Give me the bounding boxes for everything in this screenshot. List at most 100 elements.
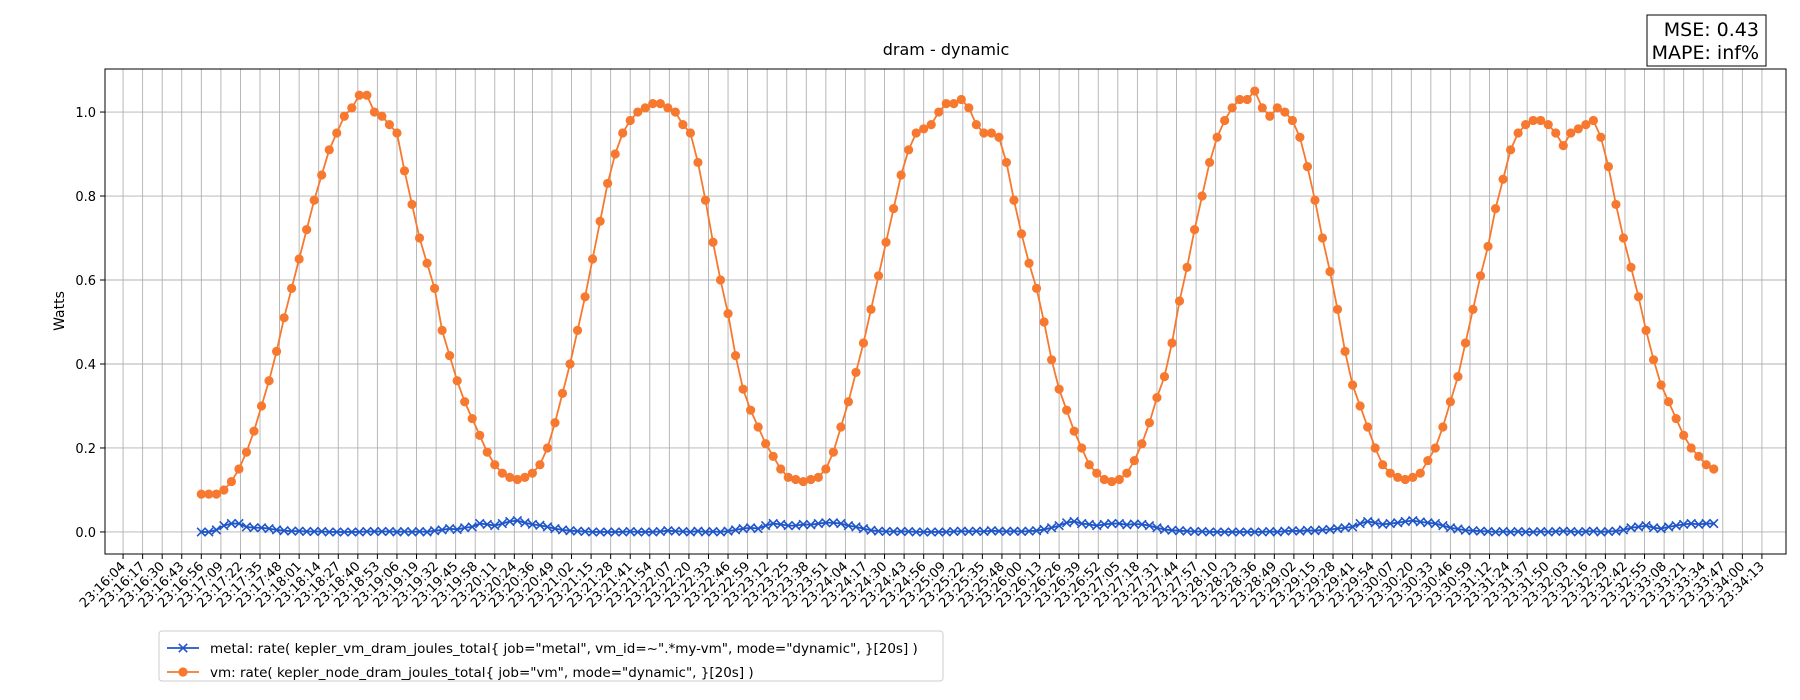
point	[542, 522, 553, 532]
point	[1325, 267, 1335, 277]
point	[760, 520, 771, 531]
legend-marker	[178, 643, 188, 653]
point	[1250, 86, 1260, 96]
ticks: 0.00.20.40.60.81.023:16:0423:16:1723:16:…	[75, 106, 1767, 611]
y-tick-label: 0.4	[75, 358, 96, 373]
point	[926, 120, 936, 130]
point	[1212, 527, 1222, 537]
point	[279, 313, 289, 323]
series	[196, 515, 1719, 537]
point	[1039, 524, 1049, 535]
point	[685, 128, 696, 138]
point	[256, 401, 267, 411]
chart-title: dram - dynamic	[883, 40, 1009, 59]
point	[1024, 526, 1034, 536]
point	[1626, 262, 1636, 273]
point	[1137, 519, 1147, 530]
point	[753, 422, 763, 432]
point	[1663, 522, 1674, 532]
point	[226, 518, 237, 529]
point	[603, 178, 613, 189]
point	[648, 527, 658, 537]
point	[399, 526, 410, 537]
point	[1536, 115, 1546, 126]
point	[911, 527, 921, 537]
point	[1220, 115, 1230, 126]
point	[347, 103, 357, 113]
point	[580, 526, 590, 537]
point	[836, 518, 846, 529]
point	[1694, 451, 1704, 461]
point	[881, 237, 891, 247]
point	[219, 520, 229, 531]
point	[1189, 225, 1200, 235]
point	[798, 519, 809, 530]
point	[971, 526, 982, 536]
point	[1543, 527, 1553, 537]
point	[1355, 401, 1365, 411]
point	[520, 517, 530, 528]
point	[1174, 525, 1185, 536]
point	[1099, 474, 1109, 485]
point	[1287, 115, 1297, 126]
point	[655, 99, 665, 109]
point	[1505, 145, 1516, 155]
point	[1107, 476, 1117, 487]
point	[617, 527, 628, 537]
point	[399, 166, 410, 176]
point	[1573, 124, 1583, 134]
metric-mape: MAPE: inf%	[1652, 42, 1759, 64]
point	[956, 94, 966, 105]
point	[1648, 355, 1659, 365]
point	[527, 468, 537, 478]
point	[1212, 132, 1222, 142]
point	[520, 472, 530, 482]
point	[625, 115, 635, 126]
point	[1227, 103, 1237, 113]
point	[1182, 526, 1192, 536]
point	[316, 526, 327, 537]
point	[1242, 94, 1252, 105]
point	[1159, 371, 1170, 382]
point	[1603, 526, 1614, 537]
y-tick-label: 0.0	[75, 526, 96, 541]
point	[414, 233, 425, 243]
point	[1077, 443, 1087, 453]
point	[821, 517, 831, 528]
point	[445, 350, 455, 361]
point	[339, 527, 350, 537]
point	[821, 464, 831, 474]
point	[475, 430, 485, 440]
point	[1392, 517, 1403, 528]
point	[873, 526, 884, 536]
point	[460, 397, 470, 407]
point	[565, 525, 575, 536]
point	[572, 526, 583, 536]
point	[219, 485, 229, 495]
point	[1596, 132, 1606, 142]
legend: metal: rate( kepler_vm_dram_joules_total…	[167, 641, 918, 681]
point	[572, 325, 583, 335]
point	[926, 527, 936, 537]
point	[700, 195, 711, 205]
point	[1363, 422, 1373, 432]
point	[1709, 464, 1719, 474]
point	[1385, 468, 1395, 478]
point	[640, 103, 650, 113]
point	[693, 157, 703, 168]
point	[309, 526, 319, 537]
point	[986, 128, 997, 138]
point	[301, 526, 312, 537]
point	[1122, 468, 1132, 478]
point	[1664, 397, 1674, 407]
point	[497, 518, 508, 529]
point	[1641, 325, 1651, 335]
point	[1001, 157, 1012, 168]
point	[1031, 283, 1042, 294]
point	[1016, 526, 1027, 537]
point	[746, 405, 756, 415]
point	[1092, 468, 1102, 478]
point	[730, 525, 741, 535]
point	[640, 527, 651, 537]
point	[1129, 455, 1139, 466]
